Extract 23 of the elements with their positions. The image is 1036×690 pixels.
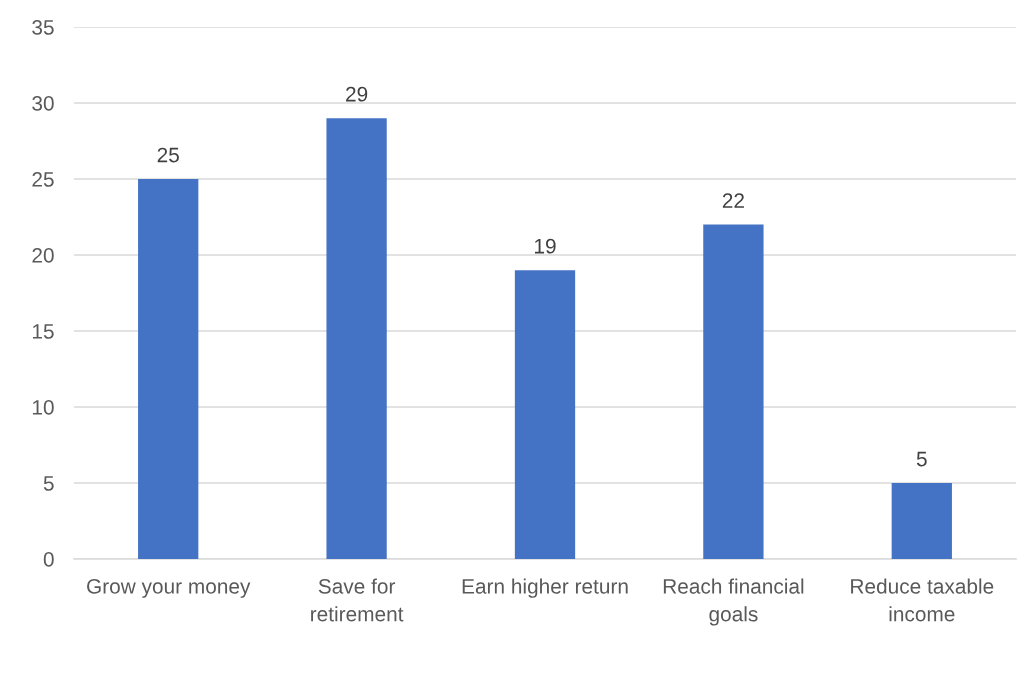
bar — [891, 483, 952, 559]
data-label: 29 — [346, 86, 368, 102]
y-tick-label: 5 — [43, 476, 54, 491]
y-tick-label: 30 — [32, 96, 54, 111]
x-tick-label: Save for retirement — [311, 578, 404, 622]
x-tick-label: Reduce taxable income — [851, 578, 994, 622]
y-tick-label: 15 — [32, 324, 54, 339]
bar — [703, 224, 764, 559]
bar — [138, 179, 199, 559]
bar — [514, 270, 576, 559]
y-tick-label: 35 — [32, 20, 54, 35]
x-tick-label: Grow your money — [87, 578, 251, 598]
bar — [326, 118, 387, 559]
data-label: 22 — [722, 193, 744, 208]
data-label: 19 — [535, 238, 556, 254]
y-tick-label: 10 — [32, 400, 54, 415]
y-tick-label: 0 — [43, 552, 54, 567]
x-tick-label: Reach financial goals — [663, 578, 804, 626]
y-tick-label: 20 — [32, 248, 54, 263]
x-tick-label: Earn higher return — [462, 578, 628, 598]
y-tick-label: 25 — [32, 172, 54, 187]
data-label: 5 — [916, 451, 927, 467]
data-label: 25 — [157, 147, 179, 163]
